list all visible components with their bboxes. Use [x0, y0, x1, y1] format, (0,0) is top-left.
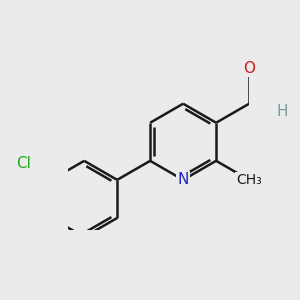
Text: O: O — [243, 61, 255, 76]
Text: H: H — [276, 103, 288, 118]
Text: CH₃: CH₃ — [236, 173, 262, 187]
Text: N: N — [177, 172, 189, 188]
Text: Cl: Cl — [16, 156, 31, 171]
